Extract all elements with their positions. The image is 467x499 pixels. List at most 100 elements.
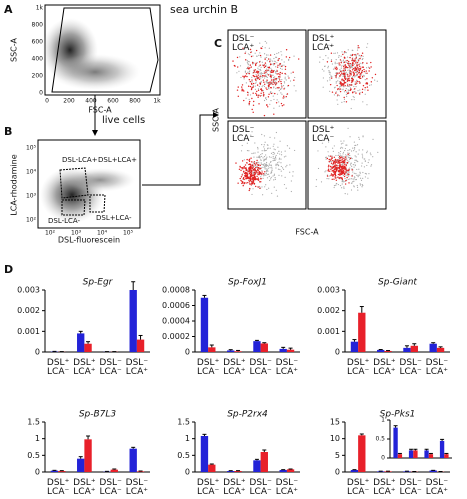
event-dot <box>346 157 348 159</box>
event-dot <box>342 142 344 144</box>
event-dot <box>333 52 335 54</box>
event-dot <box>345 171 347 174</box>
event-dot <box>277 77 279 79</box>
event-dot <box>255 92 257 95</box>
event-dot <box>269 54 272 56</box>
event-dot <box>276 66 279 68</box>
event-dot <box>271 81 273 83</box>
event-dot <box>261 64 263 66</box>
event-dot <box>355 57 358 59</box>
event-dot <box>277 59 279 62</box>
event-dot <box>267 74 270 76</box>
event-dot <box>267 58 270 60</box>
event-dot <box>364 176 367 178</box>
event-dot <box>359 177 362 179</box>
event-dot <box>280 154 283 156</box>
event-dot <box>335 184 337 186</box>
event-dot <box>361 186 363 188</box>
error-bar <box>131 281 136 290</box>
event-dot <box>257 156 259 158</box>
event-dot <box>265 74 267 76</box>
event-dot <box>256 76 258 78</box>
event-dot <box>277 162 279 164</box>
bar <box>424 450 429 458</box>
event-dot <box>277 146 279 148</box>
event-dot <box>345 73 347 75</box>
event-dot <box>351 178 353 180</box>
event-dot <box>347 127 349 129</box>
event-dot <box>344 156 347 158</box>
event-dot <box>357 160 359 163</box>
error-bar <box>409 448 414 451</box>
event-dot <box>340 65 343 67</box>
event-dot <box>275 167 277 169</box>
event-dot <box>343 161 346 164</box>
y-tick-label: 0 <box>39 90 43 97</box>
bar <box>253 341 261 352</box>
event-dot <box>361 58 364 60</box>
event-dot <box>341 51 343 53</box>
event-dot <box>280 80 282 83</box>
event-dot <box>351 59 353 62</box>
event-dot <box>270 92 273 95</box>
event-dot <box>334 61 336 63</box>
event-dot <box>263 144 265 146</box>
event-dot <box>239 177 241 180</box>
event-dot <box>342 84 344 86</box>
event-dot <box>335 179 338 181</box>
event-dot <box>342 72 345 75</box>
bar <box>384 350 392 352</box>
event-dot <box>319 56 321 58</box>
chart-title: Sp-B7L3 <box>79 410 117 420</box>
event-dot <box>250 157 252 159</box>
event-dot <box>263 163 266 165</box>
event-dot <box>247 85 250 87</box>
event-dot <box>270 156 272 158</box>
event-dot <box>260 162 262 164</box>
event-dot <box>271 171 273 173</box>
event-dot <box>286 145 289 147</box>
event-dot <box>357 66 359 69</box>
event-dot <box>283 88 285 90</box>
event-dot <box>243 178 245 181</box>
event-dot <box>354 162 356 164</box>
event-dot <box>237 182 239 184</box>
event-dot <box>348 71 351 73</box>
event-dot <box>267 165 269 167</box>
event-dot <box>340 170 342 173</box>
event-dot <box>357 153 359 155</box>
event-dot <box>276 52 278 55</box>
event-dot <box>253 173 256 176</box>
event-dot <box>270 79 273 81</box>
event-dot <box>254 177 257 180</box>
event-dot <box>376 80 378 82</box>
bar <box>403 471 411 472</box>
event-dot <box>255 162 258 164</box>
event-dot <box>246 75 248 78</box>
event-dot <box>275 87 277 90</box>
event-dot <box>252 166 254 168</box>
event-dot <box>259 73 261 75</box>
event-dot <box>331 170 333 172</box>
event-dot <box>267 170 269 172</box>
error-bar <box>413 448 418 451</box>
event-dot <box>267 167 269 169</box>
error-bar <box>440 438 445 441</box>
event-dot <box>278 174 280 176</box>
event-dot <box>274 76 276 78</box>
event-dot <box>343 68 345 70</box>
event-dot <box>243 159 245 161</box>
event-dot <box>249 70 251 72</box>
event-dot <box>247 62 249 65</box>
event-dot <box>359 172 361 174</box>
gate-label: DSL-LCA+ <box>62 156 98 164</box>
event-dot <box>333 166 335 168</box>
event-dot <box>334 170 337 173</box>
event-dot <box>257 151 259 153</box>
event-dot <box>354 155 356 157</box>
event-dot <box>250 184 253 186</box>
event-dot <box>330 168 332 170</box>
event-dot <box>282 168 285 170</box>
event-dot <box>349 87 351 89</box>
event-dot <box>326 175 329 177</box>
